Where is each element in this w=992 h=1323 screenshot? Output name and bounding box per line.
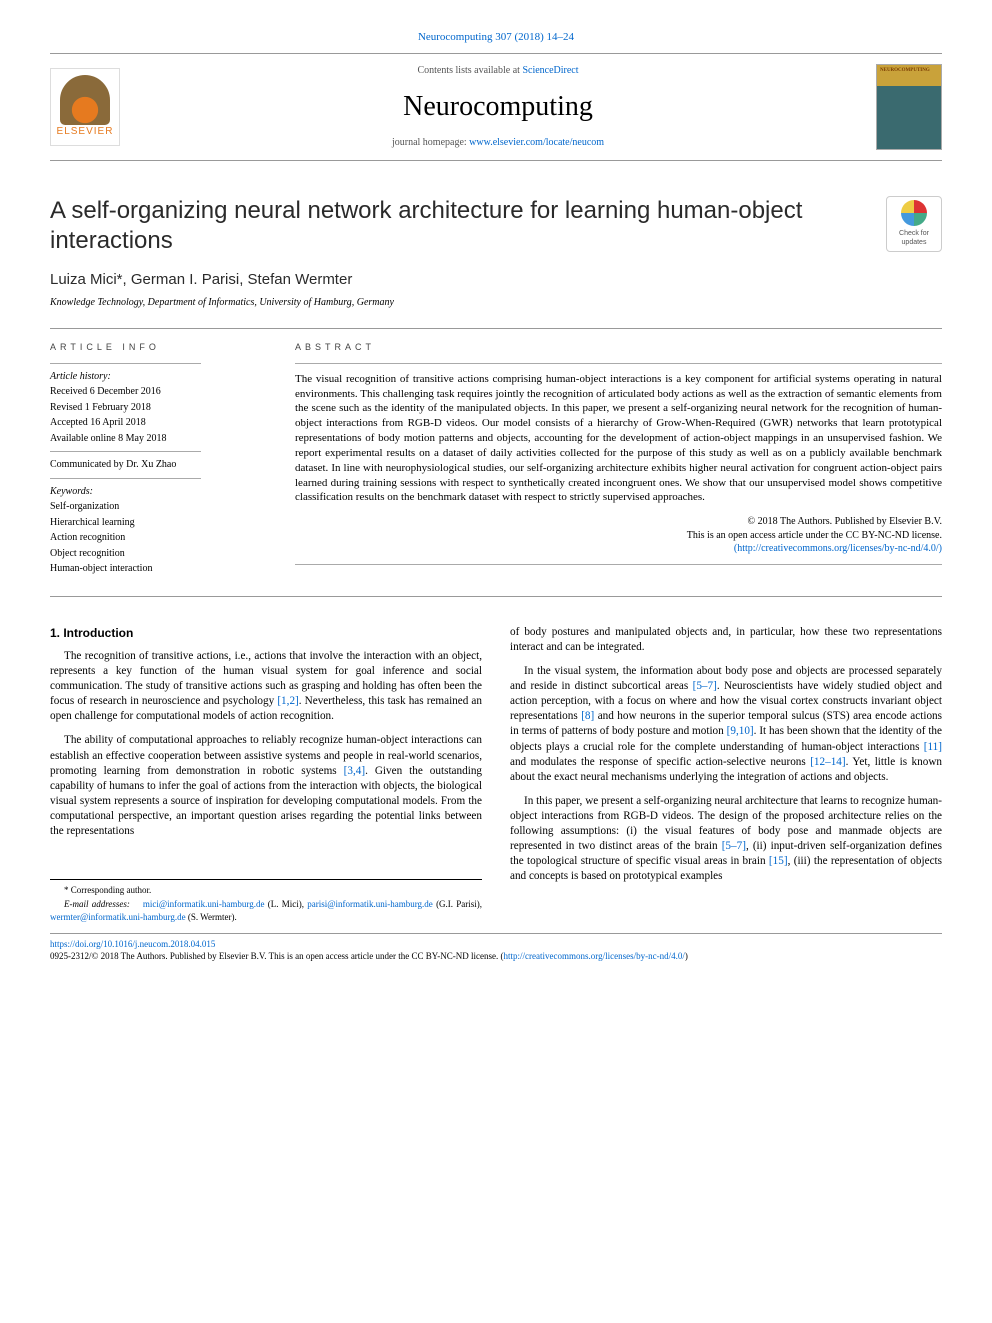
elsevier-tree-icon	[60, 75, 110, 125]
ref-link[interactable]: [5–7]	[693, 680, 717, 692]
keyword: Object recognition	[50, 547, 265, 561]
page-footer: https://doi.org/10.1016/j.neucom.2018.04…	[50, 933, 942, 962]
email-who: (S. Wermter).	[188, 912, 237, 922]
footnotes-block: * Corresponding author. E-mail addresses…	[50, 879, 482, 922]
abstract-label: ABSTRACT	[295, 341, 942, 353]
check-updates-badge[interactable]: Check for updates	[886, 196, 942, 252]
email-who: (G.I. Parisi),	[436, 899, 482, 909]
check-updates-line2: updates	[902, 238, 927, 247]
keyword: Hierarchical learning	[50, 516, 265, 530]
history-revised: Revised 1 February 2018	[50, 401, 265, 415]
issn-line-b: )	[685, 951, 688, 961]
license-link[interactable]: (http://creativecommons.org/licenses/by-…	[734, 543, 942, 554]
check-updates-line1: Check for	[899, 229, 929, 238]
ref-link[interactable]: [11]	[924, 741, 942, 753]
homepage-prefix: journal homepage:	[392, 137, 469, 148]
citation-link[interactable]: Neurocomputing 307 (2018) 14–24	[418, 31, 574, 43]
doi-link[interactable]: https://doi.org/10.1016/j.neucom.2018.04…	[50, 939, 215, 949]
author-list: Luiza Mici*, German I. Parisi, Stefan We…	[50, 270, 866, 290]
article-info-column: ARTICLE INFO Article history: Received 6…	[50, 341, 265, 578]
crossmark-icon	[901, 200, 927, 226]
history-received: Received 6 December 2016	[50, 385, 265, 399]
ref-link[interactable]: [3,4]	[344, 765, 365, 777]
email-link[interactable]: wermter@informatik.uni-hamburg.de	[50, 912, 186, 922]
license-link-footer[interactable]: http://creativecommons.org/licenses/by-n…	[504, 951, 685, 961]
elsevier-wordmark: ELSEVIER	[57, 125, 114, 139]
history-accepted: Accepted 16 April 2018	[50, 416, 265, 430]
paper-title: A self-organizing neural network archite…	[50, 196, 866, 256]
email-link[interactable]: mici@informatik.uni-hamburg.de	[143, 899, 265, 909]
email-link[interactable]: parisi@informatik.uni-hamburg.de	[307, 899, 433, 909]
journal-cover-thumbnail	[876, 64, 942, 150]
ref-link[interactable]: [5–7]	[722, 840, 746, 852]
elsevier-logo: ELSEVIER	[50, 68, 120, 146]
homepage-link[interactable]: www.elsevier.com/locate/neucom	[469, 137, 604, 148]
article-info-label: ARTICLE INFO	[50, 341, 265, 353]
email-label: E-mail addresses:	[64, 899, 130, 909]
email-who: (L. Mici),	[268, 899, 304, 909]
abstract-column: ABSTRACT The visual recognition of trans…	[295, 341, 942, 578]
issn-line-a: 0925-2312/© 2018 The Authors. Published …	[50, 951, 504, 961]
ref-link[interactable]: [12–14]	[810, 756, 845, 768]
ref-link[interactable]: [15]	[769, 855, 788, 867]
communicated-by: Communicated by Dr. Xu Zhao	[50, 458, 265, 472]
abstract-text: The visual recognition of transitive act…	[295, 372, 942, 506]
ref-link[interactable]: [9,10]	[727, 725, 754, 737]
ref-link[interactable]: [1,2]	[277, 695, 298, 707]
contents-prefix: Contents lists available at	[417, 65, 522, 76]
journal-header-band: ELSEVIER Contents lists available at Sci…	[50, 53, 942, 161]
corresponding-author: * Corresponding author.	[50, 884, 482, 896]
citation-header: Neurocomputing 307 (2018) 14–24	[50, 30, 942, 45]
body-column-right: of body postures and manipulated objects…	[510, 625, 942, 925]
history-online: Available online 8 May 2018	[50, 432, 265, 446]
body-column-left: 1. Introduction The recognition of trans…	[50, 625, 482, 925]
sciencedirect-link[interactable]: ScienceDirect	[522, 65, 578, 76]
affiliation: Knowledge Technology, Department of Info…	[50, 296, 866, 310]
divider	[50, 328, 942, 329]
ref-link[interactable]: [8]	[581, 710, 594, 722]
contents-available-line: Contents lists available at ScienceDirec…	[132, 64, 864, 78]
journal-homepage-line: journal homepage: www.elsevier.com/locat…	[132, 136, 864, 150]
divider	[50, 596, 942, 597]
keyword: Self-organization	[50, 500, 265, 514]
intro-p3: of body postures and manipulated objects…	[510, 625, 942, 655]
journal-title: Neurocomputing	[132, 88, 864, 126]
history-heading: Article history:	[50, 370, 265, 384]
copyright-line2: This is an open access article under the…	[295, 529, 942, 543]
intro-p4e: and modulates the response of specific a…	[510, 756, 810, 768]
keyword: Human-object interaction	[50, 562, 265, 576]
copyright-line1: © 2018 The Authors. Published by Elsevie…	[295, 515, 942, 529]
keywords-heading: Keywords:	[50, 485, 265, 499]
keyword: Action recognition	[50, 531, 265, 545]
section-heading-intro: 1. Introduction	[50, 625, 482, 641]
